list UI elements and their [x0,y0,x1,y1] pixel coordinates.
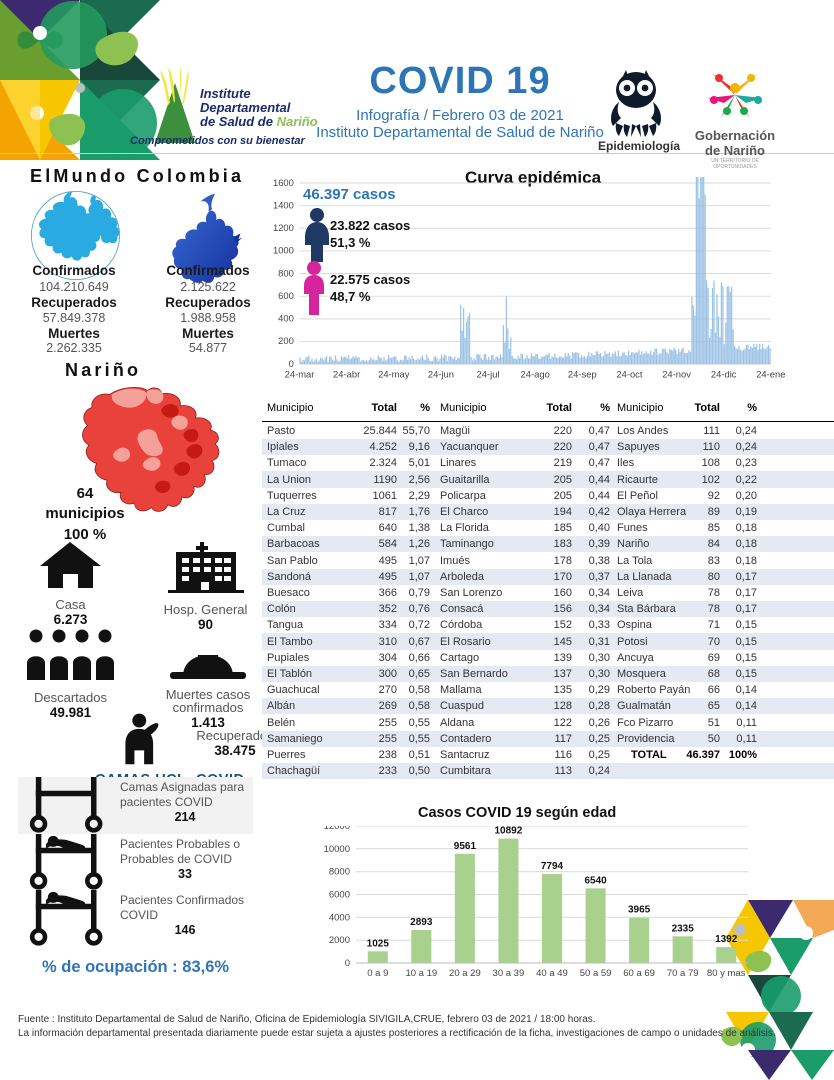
svg-text:1600: 1600 [273,177,294,188]
svg-text:3965: 3965 [628,905,651,916]
svg-text:0: 0 [345,958,350,969]
svg-text:0: 0 [289,358,294,369]
svg-text:24-jul: 24-jul [477,368,500,379]
svg-text:24-sep: 24-sep [568,368,597,379]
svg-text:8000: 8000 [329,867,350,878]
svg-text:400: 400 [278,313,294,324]
svg-text:50 a 59: 50 a 59 [580,968,612,979]
svg-text:40 a 49: 40 a 49 [536,968,568,979]
svg-text:10 a 19: 10 a 19 [405,968,437,979]
svg-text:Institute: Institute [200,86,251,101]
svg-text:80 y mas: 80 y mas [707,968,746,979]
svg-text:24-may: 24-may [378,368,410,379]
svg-text:24-ago: 24-ago [521,368,550,379]
svg-text:24-abr: 24-abr [333,368,360,379]
svg-text:10000: 10000 [324,844,350,855]
svg-text:2000: 2000 [329,935,350,946]
svg-text:Comprometidos con su bienestar: Comprometidos con su bienestar [130,135,306,147]
svg-text:6540: 6540 [584,875,607,886]
svg-text:60 a 69: 60 a 69 [623,968,655,979]
svg-text:800: 800 [278,267,294,278]
svg-text:70 a 79: 70 a 79 [667,968,699,979]
svg-text:1392: 1392 [715,934,738,945]
svg-text:6000: 6000 [329,890,350,901]
svg-text:20 a 29: 20 a 29 [449,968,481,979]
svg-text:10892: 10892 [494,826,522,837]
svg-text:24-nov: 24-nov [662,368,691,379]
svg-text:0 a 9: 0 a 9 [367,968,388,979]
svg-text:1400: 1400 [273,200,294,211]
svg-text:600: 600 [278,290,294,301]
svg-text:1025: 1025 [367,938,390,949]
svg-text:12000: 12000 [324,826,350,832]
svg-text:200: 200 [278,335,294,346]
svg-text:24-ene: 24-ene [756,368,785,379]
svg-text:24-mar: 24-mar [285,368,315,379]
svg-text:2893: 2893 [410,917,433,928]
svg-text:2335: 2335 [672,923,695,934]
svg-text:24-oct: 24-oct [616,368,642,379]
svg-text:30 a 39: 30 a 39 [493,968,525,979]
svg-text:1200: 1200 [273,222,294,233]
svg-text:Departamental: Departamental [200,100,291,115]
svg-text:24-jun: 24-jun [428,368,454,379]
svg-text:24-dic: 24-dic [711,368,737,379]
svg-text:9561: 9561 [454,841,477,852]
svg-text:7794: 7794 [541,861,564,872]
svg-text:4000: 4000 [329,912,350,923]
svg-text:1000: 1000 [273,245,294,256]
